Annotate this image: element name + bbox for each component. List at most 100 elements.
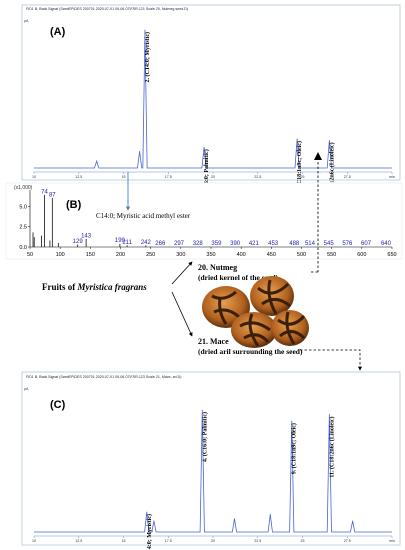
panel-a-peak-point (139, 151, 141, 152)
panel-a-x-tick-label: 22.5 (254, 175, 261, 179)
panel-c: FID1 B, Back Signal (SamlEP\DES 200701 2… (21, 371, 401, 550)
panel-c-peak-label: 9. (C18:1n9c; Oleic) (291, 423, 298, 474)
mace-desc: (dried aril surrounding the seed) (198, 347, 303, 356)
panel-a-pa-label: pA (24, 19, 29, 23)
panel-c-peak-point (269, 513, 271, 515)
fruit-caption-species: Myristica fragrans (77, 282, 148, 292)
panel-a-peak-label: 11. (C18:2n6c (Linoleic) (328, 142, 335, 203)
panel-b-x-tick-label: 100 (56, 252, 65, 258)
panel-c-peak-point (328, 414, 330, 415)
panel-c-x-tick-label: 20 (211, 539, 215, 543)
panel-c-peak-label: 11. (C18:2n6c (Linoleic) (328, 416, 335, 477)
panel-a-x-tick-label: 17.5 (165, 175, 172, 179)
connector-nutmeg-arrowhead (314, 152, 322, 160)
panel-b-letter: (B) (66, 199, 82, 211)
panel-b-x-tick-label: 150 (86, 252, 95, 258)
panel-b-x-tick-label: 50 (27, 252, 33, 258)
panel-b-x-tick-label: 650 (387, 252, 396, 258)
nutmeg-fruit-photo-icon (202, 276, 309, 348)
panel-c-peak-point (234, 518, 235, 520)
panel-b-mz-annotation: 390 (230, 241, 241, 247)
panel-c-x-tick-label: 25 (301, 539, 305, 543)
panel-a-peak-label: 9. (C18:1n9c; Oleic) (296, 141, 303, 192)
panel-c-pa-label: pA (24, 387, 29, 391)
panel-a-trace (34, 29, 392, 169)
panel-b-bar-label: 129 (73, 239, 84, 245)
panel-b-mz-annotation: 640 (381, 241, 392, 247)
panel-b-plot: 50 100 150 200 250 300 350 400 450 500 550 600 650 0.… (19, 189, 396, 258)
panel-a-x-tick-label: min (389, 175, 395, 179)
panel-b-mz-annotation: 359 (211, 241, 222, 247)
panel-b-border (5, 182, 403, 260)
panel-c-x-tick-label: 12.5 (75, 539, 82, 543)
panel-a-header: FID1 B, Back Signal (SamlEP\DES 200701 2… (26, 7, 188, 11)
panel-c-x-tick-label: 15 (122, 539, 126, 543)
fruit-caption: Fruits of Myristica fragrans (42, 282, 147, 292)
mace-title: 21. Mace (198, 337, 229, 346)
panel-a-peak-point (203, 146, 205, 148)
panel-b: (x1,000) (B) C14:0; Myristic acid methyl… (5, 182, 403, 260)
panel-a-x-tick-label: 10 (32, 175, 36, 179)
panel-c-plot: 10 12.5 15 17.5 20 22.5 25 27.5 min 2. (C14:0; My… (32, 409, 395, 550)
panel-c-trace (34, 409, 392, 533)
panel-b-y-tick-label: 5.0 (19, 204, 27, 210)
panel-a-x-tick-label: 12.5 (75, 175, 82, 179)
panel-b-x-tick-label: 300 (176, 252, 185, 258)
panel-b-x-tick-label: 600 (357, 252, 366, 258)
panel-b-x-tick-label: 400 (237, 252, 246, 258)
panel-a-peak-label: 2. (C14:0; Myristic) (144, 32, 151, 82)
panel-b-mz-annotation: 545 (324, 241, 335, 247)
panel-b-mz-annotation: 488 (289, 241, 300, 247)
panel-b-mz-annotation: 453 (268, 241, 279, 247)
panel-c-peak-point (146, 511, 148, 513)
panel-a-x-tick-label: 20 (211, 175, 215, 179)
panel-c-header: FID1 B, Back Signal (SamlEP\DES 200701 2… (26, 375, 181, 379)
panel-a-letter: (A) (50, 26, 66, 38)
panel-b-x-tick-label: 450 (267, 252, 276, 258)
panel-c-peak-point (352, 520, 354, 522)
panel-b-y-tick-label: 2.5 (19, 225, 27, 231)
panel-c-letter: (C) (50, 399, 66, 411)
nutmeg-title: 20. Nutmeg (198, 263, 237, 272)
fruit-caption-prefix: Fruits of (42, 282, 78, 292)
panel-c-peak-label: 4. (C16:0; Palmitic) (201, 412, 208, 462)
panel-c-x-tick-label: 22.5 (254, 539, 261, 543)
panel-b-compound: C14:0; Myristic acid methyl ester (96, 212, 191, 220)
panel-b-bar-label: 211 (122, 240, 132, 246)
panel-a-border (21, 4, 401, 181)
panel-a-x-tick-label: 27.5 (344, 175, 351, 179)
panel-b-mz-annotation: 328 (193, 241, 204, 247)
panel-c-x-tick-label: min (389, 539, 395, 543)
panel-a-plot: 10 12.5 15 17.5 20 22.5 25 27.5 min 2. (C14:0; My… (32, 29, 395, 204)
panel-c-x-tick-label: 10 (32, 539, 36, 543)
panel-b-bar-label: 242 (141, 240, 152, 246)
panel-c-peak-point (153, 520, 155, 522)
panel-c-x-tick-label: 27.5 (344, 539, 351, 543)
panel-b-x-tick-label: 200 (116, 252, 125, 258)
panel-b-y-tick-label: 0.0 (19, 245, 27, 251)
panel-b-x-tick-label: 250 (146, 252, 155, 258)
panel-c-x-tick-label: 17.5 (165, 539, 172, 543)
panel-b-x-tick-label: 350 (206, 252, 215, 258)
panel-b-bar-label: 74 (41, 189, 48, 195)
panel-b-bar-label: 143 (81, 233, 92, 239)
panel-a: FID1 B, Back Signal (SamlEP\DES 200701 2… (21, 4, 401, 204)
panel-c-peak-point (201, 409, 203, 411)
panel-b-x-tick-label: 500 (297, 252, 306, 258)
connector-mace-dashed (300, 349, 362, 371)
panel-b-mz-annotation: 421 (249, 241, 260, 247)
fruit-section: Fruits of Myristica fragrans 20. Nutmeg … (42, 261, 309, 356)
panel-a-peak-point (96, 160, 98, 162)
panel-c-border (21, 371, 401, 546)
panel-b-mz-annotation: 266 (155, 241, 166, 247)
panel-b-mz-annotation: 607 (361, 241, 372, 247)
mace-pointer-line (171, 291, 193, 337)
nutmeg-desc: (dried kernel of the seed) (198, 273, 278, 282)
panel-b-mz-annotation: 514 (305, 241, 316, 247)
panel-a-peak-point (296, 138, 298, 140)
panel-b-bar-label: 87 (49, 193, 56, 199)
panel-b-mz-annotation: 297 (174, 241, 185, 247)
nutmeg-pointer-line (171, 261, 193, 285)
